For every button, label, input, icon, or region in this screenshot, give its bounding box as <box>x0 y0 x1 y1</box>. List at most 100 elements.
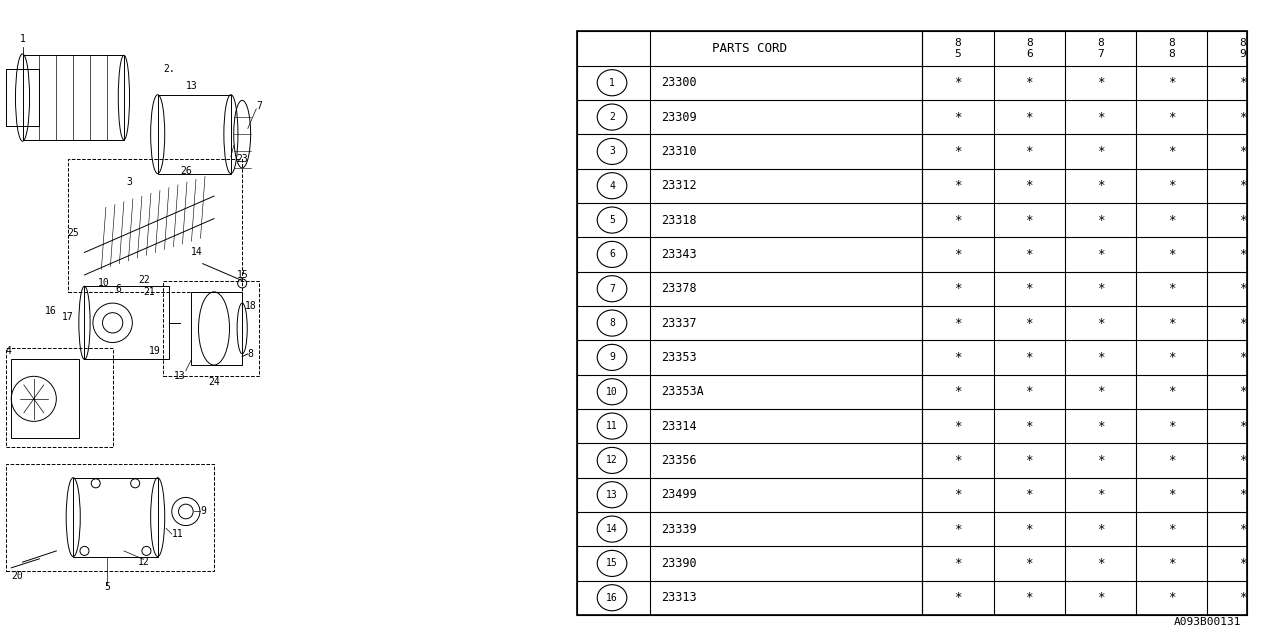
Text: *: * <box>1025 385 1033 398</box>
Text: 8
9: 8 9 <box>1239 38 1245 59</box>
Text: *: * <box>1025 145 1033 158</box>
Text: 4: 4 <box>609 180 614 191</box>
Text: *: * <box>1097 248 1105 261</box>
Text: 8
7: 8 7 <box>1097 38 1103 59</box>
Text: *: * <box>1167 317 1175 330</box>
Text: 10: 10 <box>99 278 110 288</box>
Text: *: * <box>955 488 961 501</box>
Text: *: * <box>1097 317 1105 330</box>
Text: *: * <box>1025 179 1033 192</box>
Text: *: * <box>1167 591 1175 604</box>
Text: 3: 3 <box>609 147 614 156</box>
Text: *: * <box>1025 351 1033 364</box>
Text: *: * <box>1025 454 1033 467</box>
Text: 23499: 23499 <box>660 488 696 501</box>
Text: *: * <box>1239 591 1247 604</box>
Text: *: * <box>1097 214 1105 227</box>
Text: 23300: 23300 <box>660 76 696 89</box>
Text: *: * <box>1239 111 1247 124</box>
Text: *: * <box>1025 557 1033 570</box>
Text: 8
8: 8 8 <box>1169 38 1175 59</box>
Text: 8
5: 8 5 <box>955 38 961 59</box>
Text: 11: 11 <box>607 421 618 431</box>
Text: *: * <box>1239 454 1247 467</box>
Text: *: * <box>1239 248 1247 261</box>
Text: 12: 12 <box>607 456 618 465</box>
Text: 16: 16 <box>45 307 56 316</box>
Text: 5: 5 <box>104 582 110 593</box>
Text: *: * <box>955 385 961 398</box>
Text: *: * <box>1025 248 1033 261</box>
Text: 23390: 23390 <box>660 557 696 570</box>
Text: 8: 8 <box>248 349 253 358</box>
Text: 19: 19 <box>150 346 161 356</box>
Text: *: * <box>1025 76 1033 89</box>
Text: *: * <box>1239 282 1247 295</box>
Text: *: * <box>1239 488 1247 501</box>
Text: 23313: 23313 <box>660 591 696 604</box>
Text: 16: 16 <box>607 593 618 603</box>
Text: *: * <box>955 145 961 158</box>
Text: *: * <box>1025 523 1033 536</box>
Text: 15: 15 <box>607 559 618 568</box>
Text: 9: 9 <box>609 353 614 362</box>
Text: *: * <box>1239 420 1247 433</box>
Text: *: * <box>1097 591 1105 604</box>
Text: *: * <box>955 111 961 124</box>
Text: 23337: 23337 <box>660 317 696 330</box>
Text: 23378: 23378 <box>660 282 696 295</box>
Text: *: * <box>1167 282 1175 295</box>
Text: *: * <box>1097 454 1105 467</box>
Text: *: * <box>1167 385 1175 398</box>
Text: *: * <box>955 523 961 536</box>
Text: *: * <box>1097 420 1105 433</box>
Text: 20: 20 <box>12 571 23 581</box>
Text: 11: 11 <box>172 529 183 539</box>
Text: *: * <box>1167 214 1175 227</box>
Text: 23339: 23339 <box>660 523 696 536</box>
Text: *: * <box>955 76 961 89</box>
Text: 22: 22 <box>138 275 150 285</box>
Text: *: * <box>955 591 961 604</box>
Text: 18: 18 <box>244 301 257 311</box>
Text: 15: 15 <box>237 270 248 280</box>
Text: 6: 6 <box>115 284 122 294</box>
Text: 6: 6 <box>609 250 614 259</box>
Text: *: * <box>1167 76 1175 89</box>
Text: 13: 13 <box>186 81 197 91</box>
Text: 2: 2 <box>609 112 614 122</box>
Text: *: * <box>1167 454 1175 467</box>
Text: 5: 5 <box>609 215 614 225</box>
Text: *: * <box>955 351 961 364</box>
Text: *: * <box>1097 179 1105 192</box>
Text: *: * <box>1025 317 1033 330</box>
Text: 21: 21 <box>143 287 155 297</box>
Text: *: * <box>1239 557 1247 570</box>
Text: 3: 3 <box>127 177 132 187</box>
Text: *: * <box>1239 351 1247 364</box>
Text: *: * <box>1239 523 1247 536</box>
Text: *: * <box>1097 76 1105 89</box>
Text: *: * <box>1025 488 1033 501</box>
Text: *: * <box>955 179 961 192</box>
Text: *: * <box>1239 145 1247 158</box>
Text: 23312: 23312 <box>660 179 696 192</box>
Text: *: * <box>955 454 961 467</box>
Text: *: * <box>1097 282 1105 295</box>
Text: 26: 26 <box>180 166 192 175</box>
Text: *: * <box>955 557 961 570</box>
Text: 17: 17 <box>61 312 73 322</box>
Text: 7: 7 <box>256 101 262 111</box>
Text: 9: 9 <box>200 506 206 516</box>
Text: *: * <box>1167 248 1175 261</box>
Text: *: * <box>1167 111 1175 124</box>
Text: *: * <box>1167 179 1175 192</box>
Text: 23314: 23314 <box>660 420 696 433</box>
Text: *: * <box>1167 351 1175 364</box>
Text: 23: 23 <box>237 154 248 164</box>
Text: 2.: 2. <box>163 64 175 74</box>
Text: *: * <box>1097 145 1105 158</box>
Text: *: * <box>1025 214 1033 227</box>
Text: 23353: 23353 <box>660 351 696 364</box>
Text: *: * <box>955 420 961 433</box>
